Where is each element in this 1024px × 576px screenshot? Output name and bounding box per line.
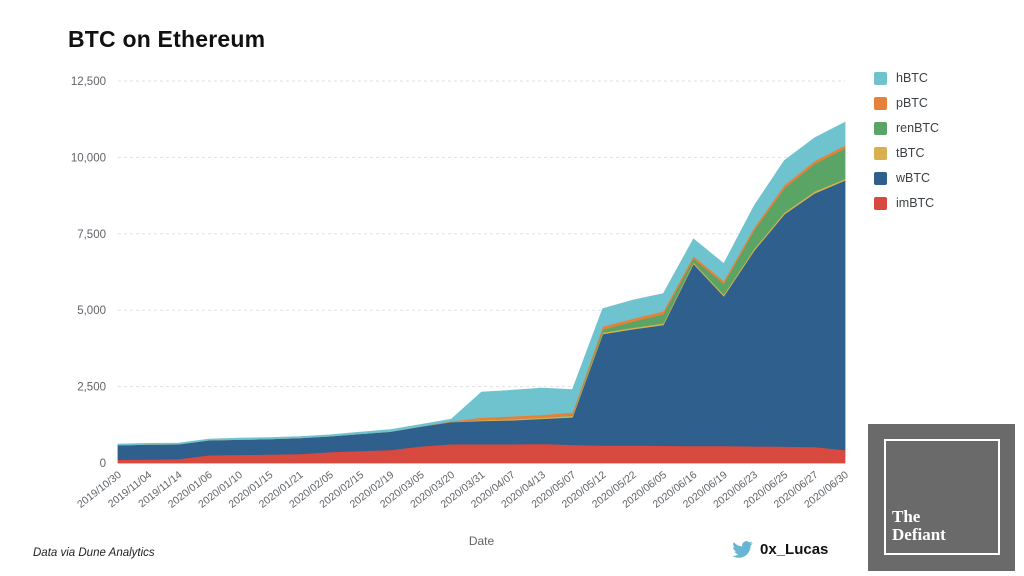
- x-axis-title: Date: [468, 534, 495, 548]
- twitter-bird-icon: [732, 541, 753, 558]
- legend-swatch-renBTC: [874, 121, 887, 135]
- legend-label: wBTC: [896, 171, 931, 185]
- y-tick-label: 7,500: [77, 229, 106, 241]
- legend-swatch-tBTC: [874, 146, 887, 160]
- legend-label: hBTC: [896, 71, 928, 85]
- data-source-note: Data via Dune Analytics: [33, 547, 155, 559]
- defiant-logo-text: The Defiant: [892, 506, 946, 545]
- legend-item-renBTC: renBTC: [874, 121, 939, 135]
- area-series-hBTC: [117, 121, 846, 446]
- chart-legend: hBTC pBTC renBTC tBTC wBTC imBTC: [874, 71, 939, 221]
- legend-label: tBTC: [896, 146, 925, 160]
- defiant-logo-frame: [884, 439, 1000, 555]
- legend-swatch-hBTC: [874, 71, 887, 85]
- legend-swatch-wBTC: [874, 171, 887, 185]
- y-tick-label: 5,000: [77, 305, 106, 317]
- chart-title: BTC on Ethereum: [68, 26, 266, 52]
- legend-label: pBTC: [896, 96, 928, 110]
- legend-item-imBTC: imBTC: [874, 196, 939, 210]
- legend-item-hBTC: hBTC: [874, 71, 939, 85]
- legend-item-pBTC: pBTC: [874, 96, 939, 110]
- y-tick-label: 10,000: [71, 152, 106, 164]
- y-tick-label: 2,500: [77, 382, 106, 394]
- twitter-credit[interactable]: 0x_Lucas: [732, 541, 828, 558]
- twitter-handle[interactable]: 0x_Lucas: [760, 541, 829, 558]
- legend-label: renBTC: [896, 121, 940, 135]
- legend-item-tBTC: tBTC: [874, 146, 939, 160]
- defiant-logo: The Defiant: [868, 424, 1015, 571]
- legend-item-wBTC: wBTC: [874, 171, 939, 185]
- y-tick-label: 0: [100, 458, 106, 470]
- legend-swatch-imBTC: [874, 196, 887, 210]
- y-tick-label: 12,500: [71, 76, 106, 88]
- legend-label: imBTC: [896, 196, 935, 210]
- legend-swatch-pBTC: [874, 96, 887, 110]
